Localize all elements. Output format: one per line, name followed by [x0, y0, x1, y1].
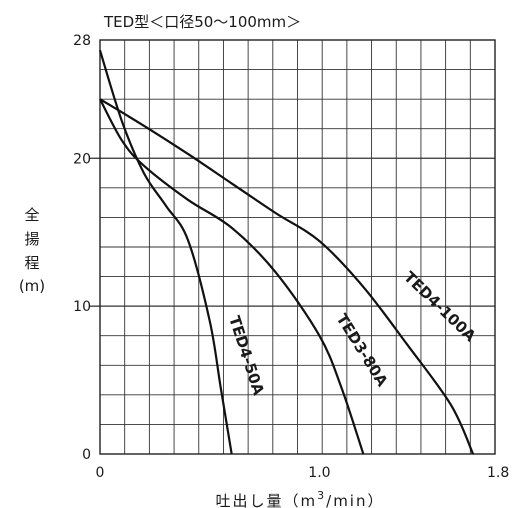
chart-title: TED型＜口径50～100mm＞ [103, 13, 301, 31]
x-tick-label: 0 [96, 465, 105, 481]
curve-label-ted4-50a: TED4-50A [225, 314, 268, 398]
tick-labels: 0 10 20 28 0 1.0 1.8 [73, 33, 509, 481]
y-tick-label: 20 [73, 151, 91, 167]
x-tick-label: 1.8 [487, 465, 509, 481]
curve-label-ted3-80a: TED3-80A [333, 311, 392, 390]
y-axis-label: 全揚程 (m) [19, 206, 45, 295]
y-tick-label: 28 [73, 33, 91, 49]
y-tick-label: 10 [73, 299, 91, 315]
y-axis-label-char: 揚 [24, 230, 39, 248]
series-lines [98, 50, 475, 455]
y-axis-label-char: 程 [24, 254, 39, 272]
y-axis-label-char: 全 [24, 206, 39, 224]
grid [90, 39, 496, 455]
plot-frame [99, 39, 496, 455]
series-line-ted3-80a [99, 98, 365, 455]
series-line-ted4-100a [99, 98, 475, 455]
x-axis-label: 吐出し量（m3/min） [216, 489, 385, 508]
series-line-ted4-50a [98, 50, 233, 455]
y-axis-unit: (m) [19, 277, 45, 295]
x-tick-label: 1.0 [308, 465, 330, 481]
y-tick-label: 0 [82, 447, 91, 463]
